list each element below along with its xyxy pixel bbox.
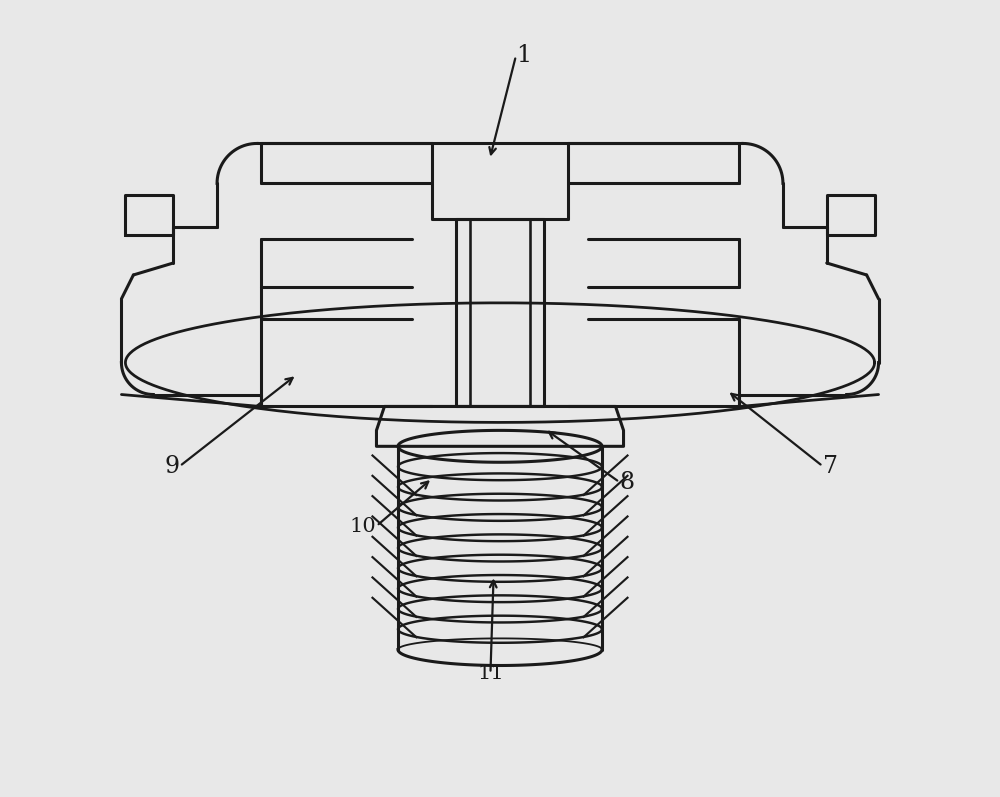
Text: 1: 1 <box>516 45 531 67</box>
Text: 9: 9 <box>164 455 180 477</box>
Text: 11: 11 <box>477 664 504 683</box>
Text: 7: 7 <box>823 455 838 477</box>
Text: 8: 8 <box>620 471 635 493</box>
Text: 10: 10 <box>350 516 376 536</box>
